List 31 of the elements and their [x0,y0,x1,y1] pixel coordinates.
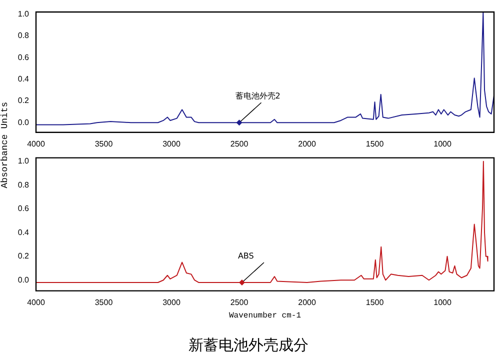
y-tick-label: 0.2 [18,252,30,261]
annotation: ABS [238,252,254,261]
y-tick-label: 0.4 [18,74,30,84]
x-axis-title: Wavenumber cm-1 [228,311,302,320]
x-tick-label: 2000 [298,298,316,307]
y-tick-label: 1.0 [18,9,30,18]
y-tick-label: 0.2 [18,96,30,106]
y-axis-title: Absorbance Units [0,100,10,190]
x-tick-label: 3000 [162,139,181,148]
x-tick-label: 2500 [230,139,249,148]
x-tick-label: 1000 [434,139,452,148]
x-tick-label: 2500 [230,298,249,307]
y-tick-label: 0.6 [18,52,30,62]
x-tick-label: 4000 [27,298,46,307]
y-tick-label: 0.0 [18,275,30,284]
x-tick-label: 1500 [366,139,384,148]
annotation: 蓄电池外壳2 [235,92,280,101]
y-tick-label: 0.0 [18,118,30,127]
y-tick-label: 0.8 [18,180,30,190]
y-tick-label: 0.6 [18,204,30,214]
x-tick-label: 2000 [298,139,316,148]
x-tick-label: 1000 [434,298,452,307]
x-tick-label: 4000 [27,139,46,148]
x-tick-label: 1500 [366,298,384,307]
x-tick-label: 3000 [162,298,181,307]
y-tick-label: 1.0 [18,156,30,166]
text: 新蓄电池外壳成分 [188,336,310,355]
y-tick-label: 0.4 [18,228,30,237]
y-tick-label: 0.8 [18,31,30,40]
x-tick-label: 3500 [94,298,114,307]
x-tick-label: 3500 [94,139,114,148]
